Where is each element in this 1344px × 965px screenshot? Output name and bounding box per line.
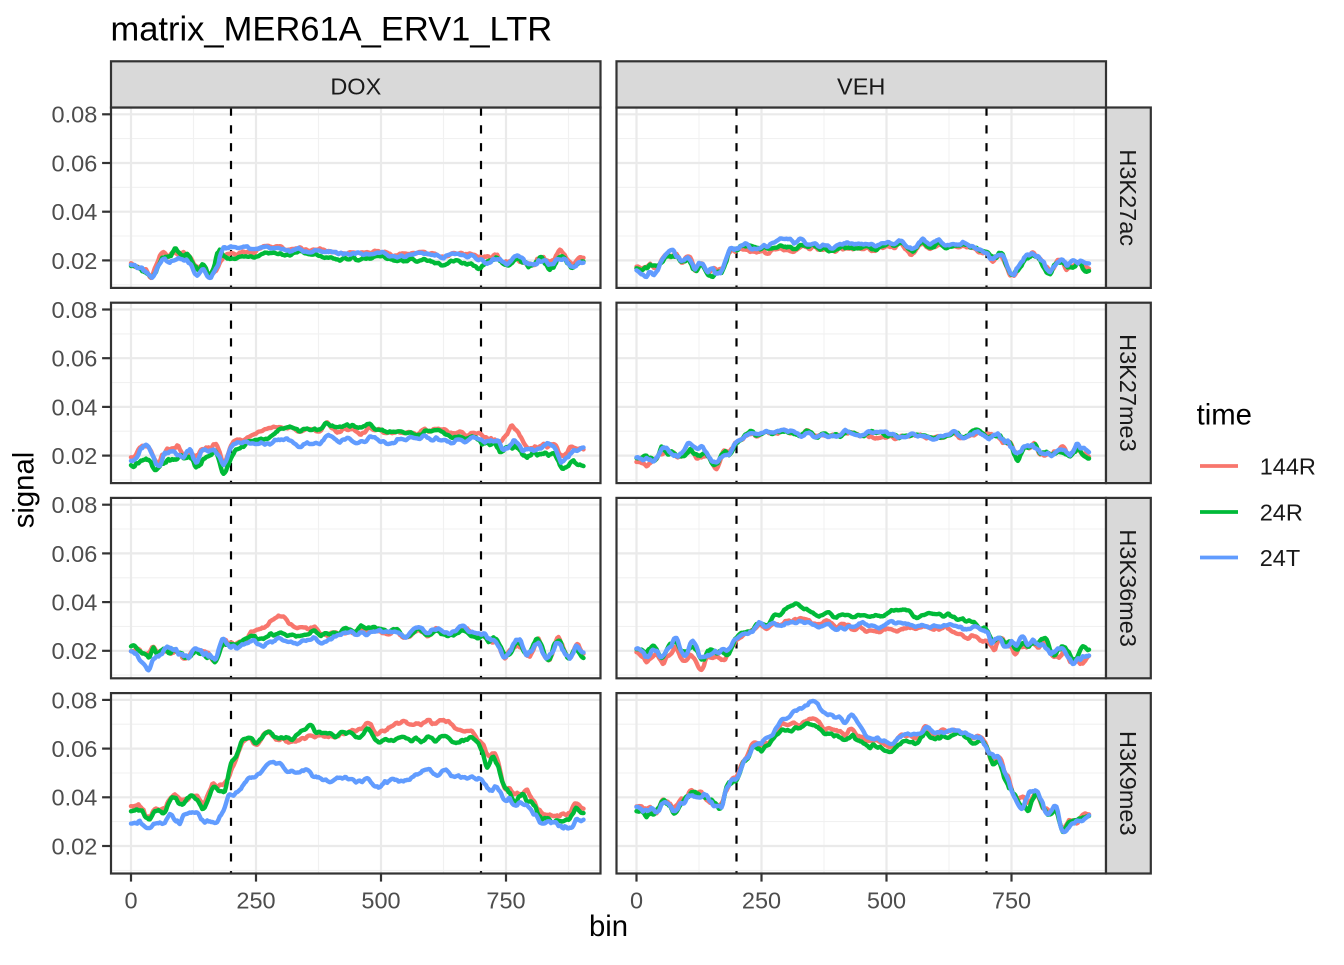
svg-text:500: 500 xyxy=(867,888,906,914)
svg-text:0.04: 0.04 xyxy=(52,785,98,811)
svg-text:24T: 24T xyxy=(1260,545,1301,571)
svg-text:0.02: 0.02 xyxy=(52,248,98,274)
svg-text:0.02: 0.02 xyxy=(52,638,98,664)
svg-text:250: 250 xyxy=(236,888,275,914)
svg-text:0.06: 0.06 xyxy=(52,346,98,372)
svg-text:0.08: 0.08 xyxy=(52,102,98,128)
svg-text:0: 0 xyxy=(124,888,137,914)
svg-text:time: time xyxy=(1197,399,1252,432)
svg-text:500: 500 xyxy=(361,888,400,914)
svg-text:DOX: DOX xyxy=(330,74,381,100)
svg-text:0.04: 0.04 xyxy=(52,394,98,420)
svg-text:0: 0 xyxy=(630,888,643,914)
svg-text:H3K27me3: H3K27me3 xyxy=(1115,334,1141,452)
svg-text:0.06: 0.06 xyxy=(52,736,98,762)
svg-text:H3K36me3: H3K36me3 xyxy=(1115,529,1141,647)
svg-text:750: 750 xyxy=(486,888,525,914)
svg-text:0.08: 0.08 xyxy=(52,297,98,323)
svg-text:250: 250 xyxy=(742,888,781,914)
svg-text:signal: signal xyxy=(8,452,41,529)
svg-text:H3K9me3: H3K9me3 xyxy=(1115,731,1141,836)
svg-text:750: 750 xyxy=(992,888,1031,914)
svg-text:H3K27ac: H3K27ac xyxy=(1115,149,1141,246)
svg-text:matrix_MER61A_ERV1_LTR: matrix_MER61A_ERV1_LTR xyxy=(111,11,553,49)
svg-text:0.02: 0.02 xyxy=(52,443,98,469)
svg-text:0.06: 0.06 xyxy=(52,541,98,567)
svg-text:0.08: 0.08 xyxy=(52,687,98,713)
svg-text:144R: 144R xyxy=(1260,453,1316,479)
svg-text:0.04: 0.04 xyxy=(52,590,98,616)
svg-text:0.08: 0.08 xyxy=(52,492,98,518)
svg-text:0.04: 0.04 xyxy=(52,199,98,225)
svg-text:0.06: 0.06 xyxy=(52,150,98,176)
svg-text:bin: bin xyxy=(589,910,628,943)
svg-text:0.02: 0.02 xyxy=(52,833,98,859)
svg-text:VEH: VEH xyxy=(837,74,885,100)
svg-text:24R: 24R xyxy=(1260,499,1303,525)
